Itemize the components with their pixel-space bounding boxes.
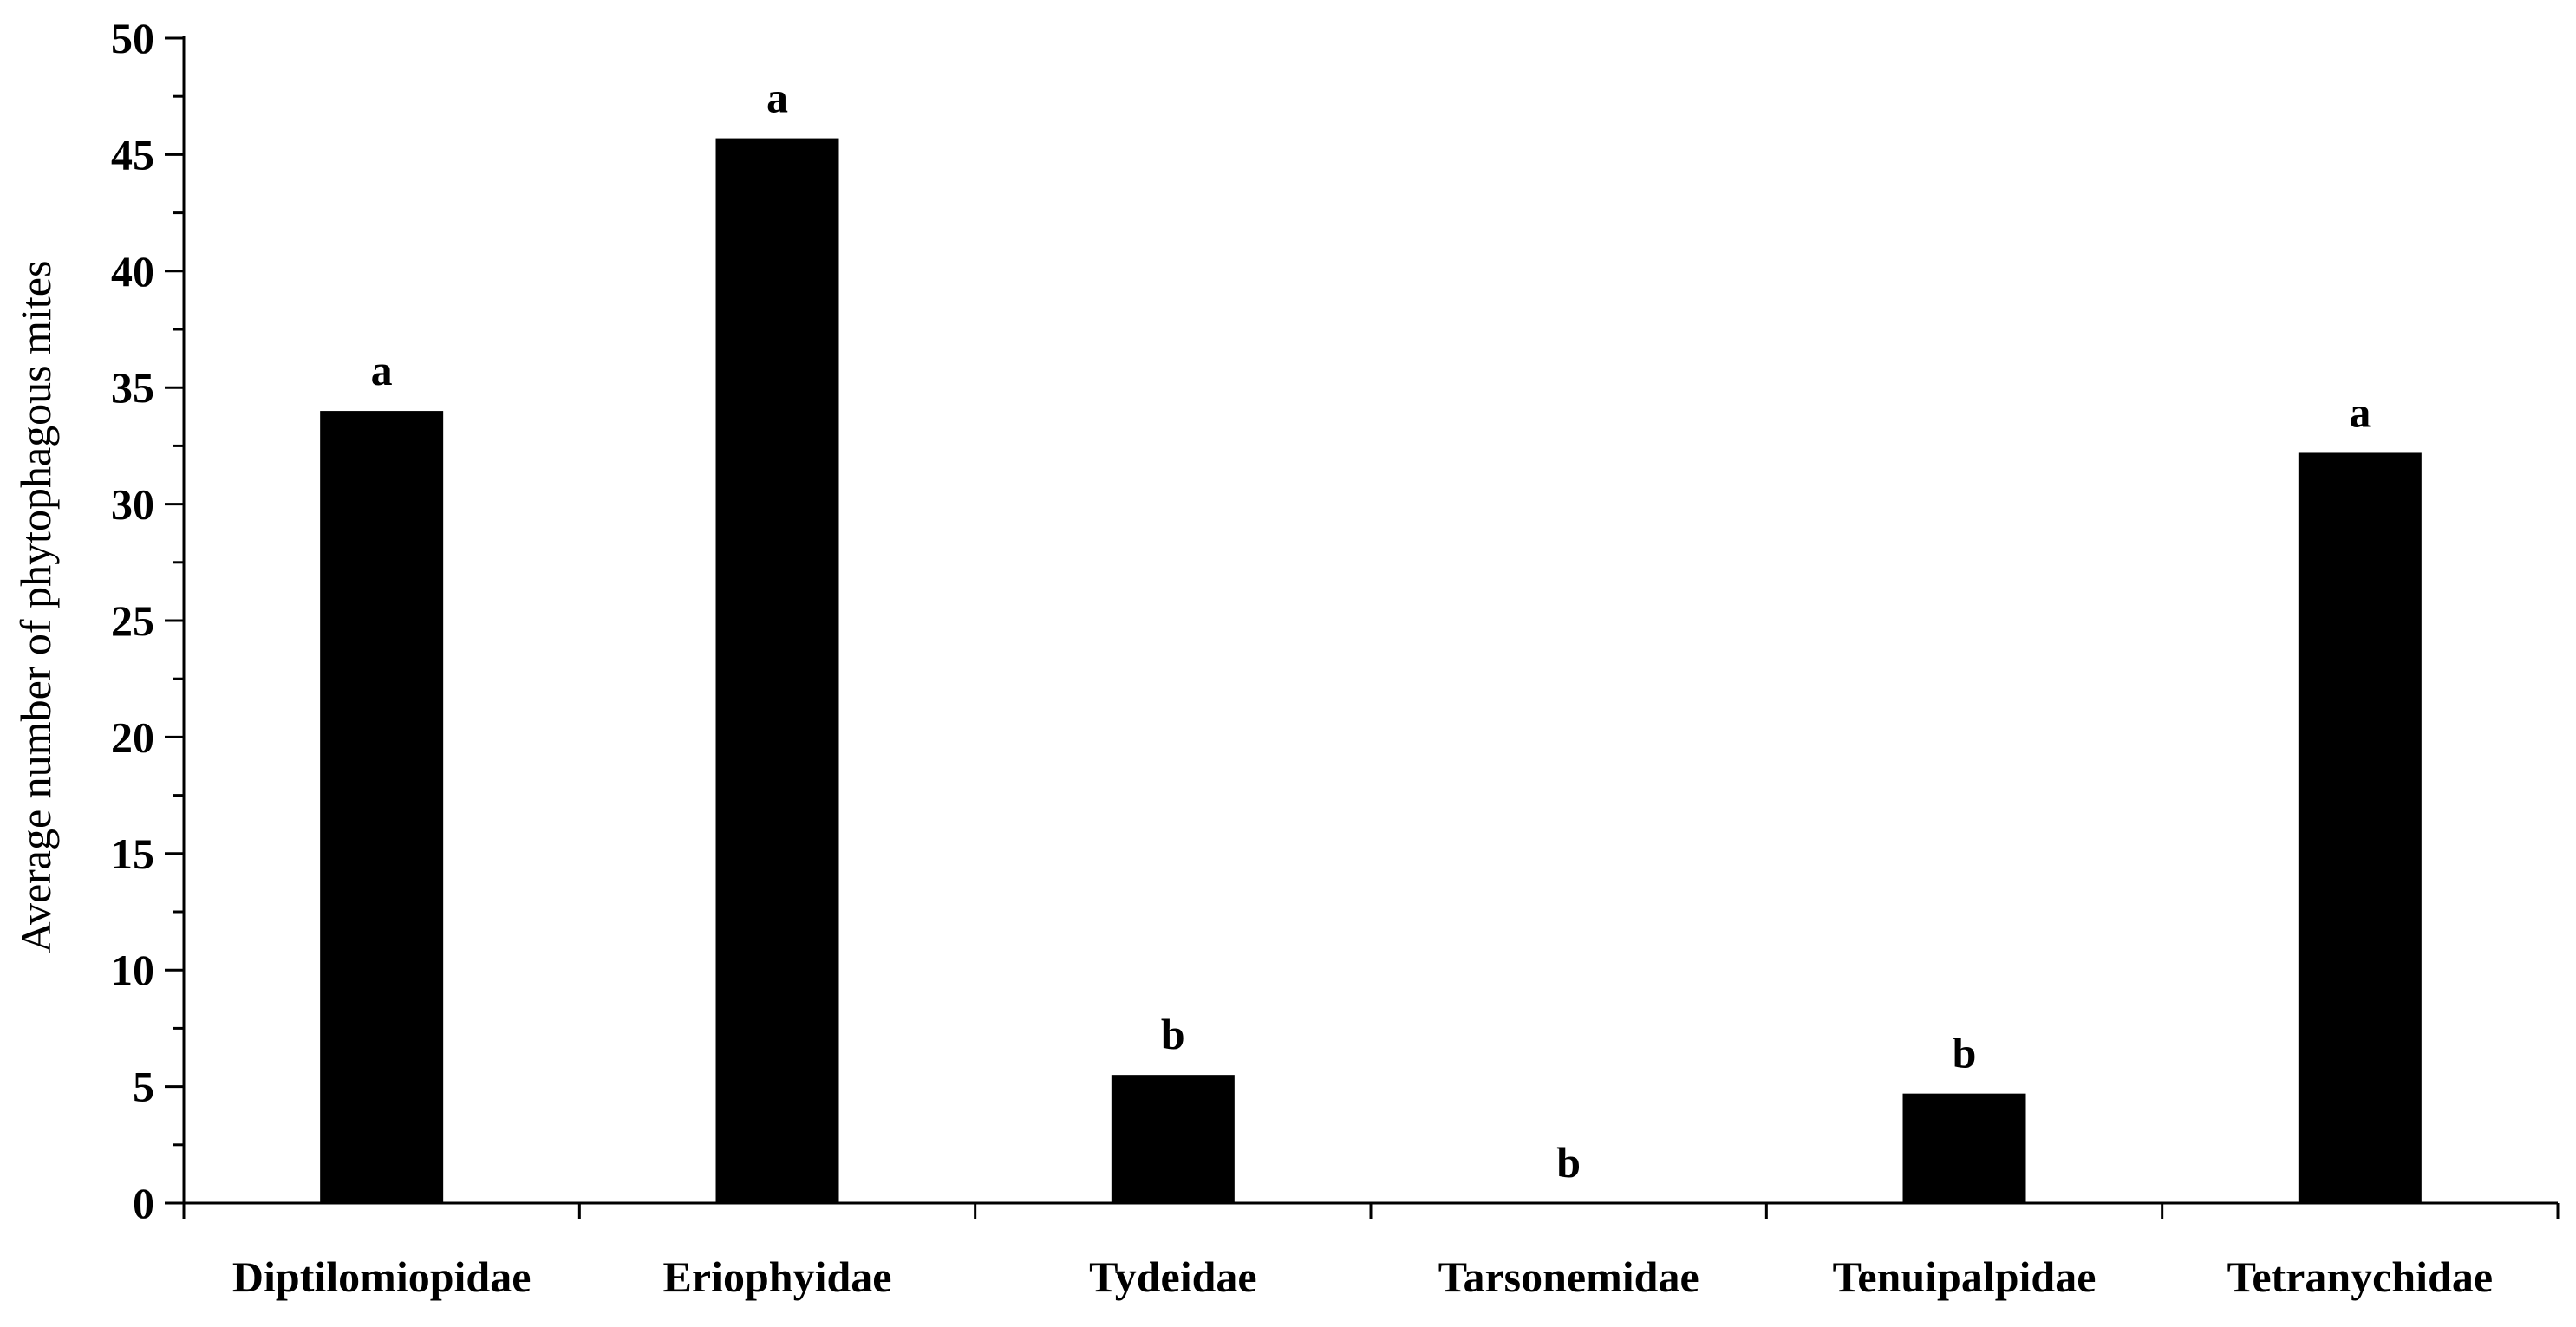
significance-label: a xyxy=(2349,387,2371,436)
significance-label: b xyxy=(1161,1010,1185,1058)
y-tick-label: 5 xyxy=(133,1063,154,1111)
y-tick-label: 30 xyxy=(111,480,154,529)
significance-label: b xyxy=(1556,1138,1581,1187)
bar-tenuipalpidae xyxy=(1902,1093,2026,1203)
y-tick-label: 25 xyxy=(111,596,154,645)
y-tick-label: 35 xyxy=(111,363,154,412)
y-tick-label: 10 xyxy=(111,946,154,994)
y-axis-label: Average number of phytophagous mites xyxy=(11,261,60,953)
significance-labels: a a b b b a xyxy=(371,74,2371,1187)
x-tick-label: Diptilomiopidae xyxy=(232,1252,531,1301)
bars-group xyxy=(320,138,2422,1204)
bar-tetranychidae xyxy=(2298,452,2422,1203)
significance-label: a xyxy=(766,74,788,122)
y-axis: 0 5 10 15 20 25 30 35 40 45 50 xyxy=(111,14,186,1227)
x-tick-label: Eriophyidae xyxy=(663,1252,892,1301)
significance-label: a xyxy=(371,346,393,394)
y-tick-label: 45 xyxy=(111,130,154,179)
significance-label: b xyxy=(1953,1029,1977,1077)
bar-diptilomiopidae xyxy=(320,411,444,1204)
x-tick-label: Tenuipalpidae xyxy=(1833,1252,2097,1301)
x-tick-label: Tarsonemidae xyxy=(1438,1252,1699,1301)
y-tick-label: 20 xyxy=(111,712,154,761)
y-tick-label: 15 xyxy=(111,829,154,878)
x-tick-labels: Diptilomiopidae Eriophyidae Tydeidae Tarson… xyxy=(232,1252,2493,1301)
y-tick-label: 50 xyxy=(111,14,154,62)
y-tick-label: 0 xyxy=(133,1179,154,1227)
y-tick-label: 40 xyxy=(111,247,154,296)
x-axis xyxy=(182,1201,2560,1219)
x-tick-label: Tetranychidae xyxy=(2227,1252,2494,1301)
bar-eriophyidae xyxy=(715,138,839,1204)
bar-tydeidae xyxy=(1111,1075,1235,1203)
x-tick-label: Tydeidae xyxy=(1089,1252,1257,1301)
